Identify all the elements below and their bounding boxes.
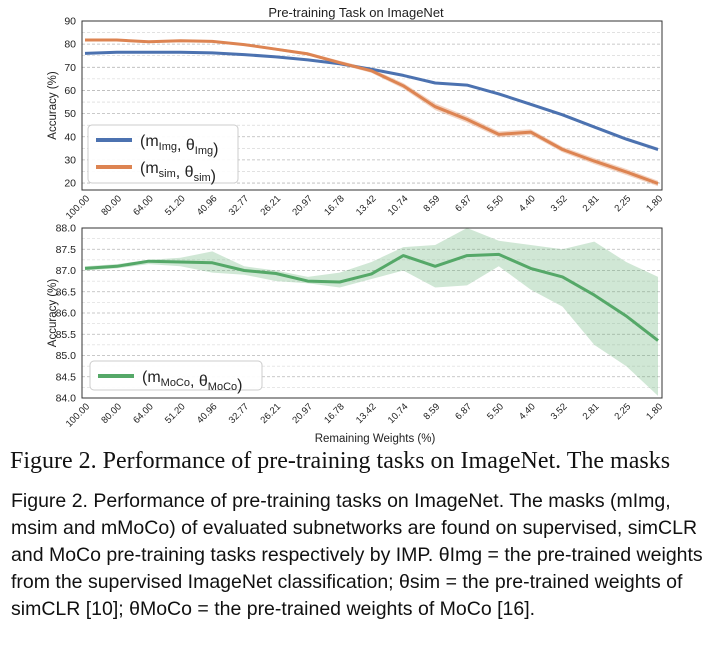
x-tick-label: 4.40 bbox=[517, 401, 538, 422]
legend: (mImg, θImg)(msim, θsim) bbox=[87, 124, 239, 185]
x-axis-label: Remaining Weights (%) bbox=[315, 433, 436, 445]
x-tick-label: 16.78 bbox=[322, 401, 347, 426]
series-line-1 bbox=[84, 252, 659, 342]
x-tick-label: 8.59 bbox=[421, 193, 442, 214]
y-axis-label: Accuracy (%) bbox=[47, 71, 59, 140]
x-tick-label: 5.50 bbox=[485, 401, 506, 422]
x-tick-label: 10.74 bbox=[386, 193, 411, 218]
y-tick-label: 87.0 bbox=[56, 265, 77, 277]
x-tick-label: 64.00 bbox=[131, 193, 156, 218]
x-tick-label: 13.42 bbox=[354, 193, 379, 218]
x-tick-label: 80.00 bbox=[99, 193, 124, 218]
y-tick-label: 30 bbox=[64, 154, 76, 166]
x-tick-label: 1.80 bbox=[644, 193, 665, 214]
legend-entry-1: (mImg, θImg) bbox=[140, 133, 218, 158]
x-tick-label: 3.52 bbox=[549, 401, 570, 422]
x-tick-label: 40.96 bbox=[195, 193, 220, 218]
y-tick-label: 87.5 bbox=[56, 244, 77, 256]
x-tick-label: 10.74 bbox=[386, 401, 411, 426]
y-tick-label: 84.5 bbox=[56, 371, 77, 383]
legend: (mMoCo, θMoCo) bbox=[89, 360, 263, 394]
plot-frame bbox=[81, 20, 663, 191]
x-tick-label: 80.00 bbox=[99, 401, 124, 426]
x-tick-label: 8.59 bbox=[421, 401, 442, 422]
x-tick-label: 6.87 bbox=[453, 401, 474, 422]
figure-caption-heading: Figure 2. Performance of pre-training ta… bbox=[10, 448, 671, 474]
x-tick-label: 3.52 bbox=[549, 193, 570, 214]
x-tick-label: 4.40 bbox=[517, 193, 538, 214]
legend-entry-1: (mMoCo, θMoCo) bbox=[142, 369, 242, 394]
y-tick-label: 90 bbox=[64, 16, 76, 28]
x-tick-label: 16.78 bbox=[322, 193, 347, 218]
x-tick-label: 32.77 bbox=[227, 401, 252, 426]
series-line-2 bbox=[85, 38, 659, 185]
y-tick-label: 84.0 bbox=[56, 393, 77, 405]
x-tick-label: 2.25 bbox=[612, 193, 633, 214]
x-tick-label: 2.25 bbox=[612, 401, 633, 422]
y-axis-label: Accuracy (%) bbox=[47, 279, 59, 348]
x-tick-label: 26.21 bbox=[259, 193, 284, 218]
chart-panel-2: 84.0 84.5 85.0 85.5 86.0 86.5 87.0 87.5 88.0 100.… bbox=[47, 223, 665, 446]
x-tick-label: 40.96 bbox=[195, 401, 220, 426]
series-line-1 bbox=[84, 50, 659, 151]
y-tick-label: 50 bbox=[64, 108, 76, 120]
x-tick-label: 1.80 bbox=[644, 401, 665, 422]
x-tick-label: 51.20 bbox=[163, 401, 188, 426]
y-tick-label: 88.0 bbox=[56, 223, 77, 235]
x-tick-label: 20.97 bbox=[290, 401, 315, 426]
x-tick-label: 100.00 bbox=[64, 401, 92, 429]
figure-caption-text: Figure 2. Performance of pre-training ta… bbox=[11, 490, 703, 620]
x-tick-label: 2.81 bbox=[581, 401, 602, 422]
x-tick-label: 2.81 bbox=[581, 193, 602, 214]
x-tick-label: 64.00 bbox=[131, 401, 156, 426]
y-tick-label: 60 bbox=[64, 85, 76, 97]
series-band-1 bbox=[85, 228, 658, 396]
y-tick-label: 86.0 bbox=[56, 308, 77, 320]
chart-title: Pre-training Task on ImageNet bbox=[268, 5, 444, 20]
y-tick-label: 40 bbox=[64, 131, 76, 143]
x-tick-label: 6.87 bbox=[453, 193, 474, 214]
x-tick-label: 100.00 bbox=[64, 193, 92, 221]
x-tick-label: 32.77 bbox=[227, 193, 252, 218]
y-tick-label: 70 bbox=[64, 62, 76, 74]
y-tick-label: 80 bbox=[64, 39, 76, 51]
x-tick-label: 20.97 bbox=[290, 193, 315, 218]
y-tick-label: 86.5 bbox=[56, 286, 77, 298]
y-tick-label: 85.5 bbox=[56, 329, 77, 341]
x-tick-label: 5.50 bbox=[485, 193, 506, 214]
y-tick-label: 20 bbox=[64, 178, 76, 190]
x-tick-label: 13.42 bbox=[354, 401, 379, 426]
legend-entry-2: (msim, θsim) bbox=[140, 160, 216, 185]
legend-box bbox=[89, 360, 263, 391]
figure-charts: 20 30 40 50 60 70 80 90 100.00 80.00 64.00 51.20 40.… bbox=[47, 5, 665, 446]
plot-frame bbox=[81, 227, 663, 399]
x-tick-label: 26.21 bbox=[259, 401, 284, 426]
chart-panel-1: 20 30 40 50 60 70 80 90 100.00 80.00 64.00 51.20 40.… bbox=[47, 5, 665, 222]
y-tick-label: 85.0 bbox=[56, 350, 77, 362]
x-tick-label: 51.20 bbox=[163, 193, 188, 218]
